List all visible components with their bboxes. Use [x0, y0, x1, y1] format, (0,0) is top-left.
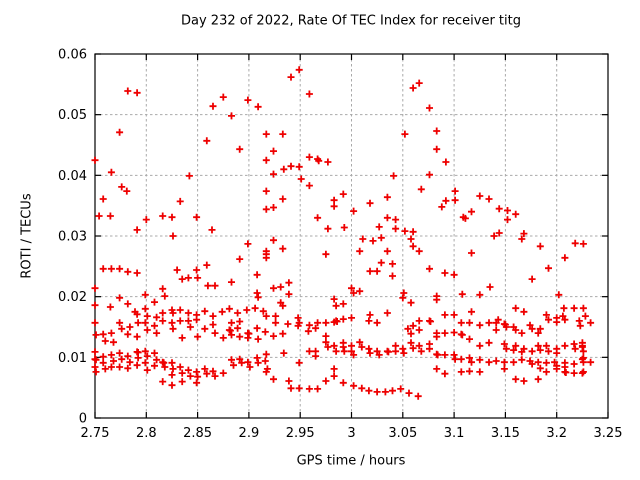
y-tick-labels: 0 0.01 0.02 0.03 0.04 0.05 0.06 — [58, 48, 87, 427]
y-tick-label: 0.06 — [58, 48, 87, 63]
y-tick-label: 0.04 — [58, 169, 87, 184]
x-tick-label: 2.9 — [239, 426, 260, 441]
y-axis-label: ROTI / TECUs — [19, 193, 35, 279]
chart-title: Day 232 of 2022, Rate Of TEC Index for r… — [181, 13, 521, 29]
x-tick-label: 3.25 — [594, 426, 623, 441]
x-tick-label: 2.8 — [136, 426, 157, 441]
tick-marks — [94, 53, 609, 419]
x-tick-label: 3.15 — [491, 426, 520, 441]
x-axis-label: GPS time / hours — [296, 453, 406, 469]
x-tick-label: 2.95 — [286, 426, 315, 441]
gridlines — [95, 54, 608, 418]
y-tick-label: 0.03 — [58, 230, 87, 245]
x-tick-label: 3 — [347, 426, 355, 441]
x-tick-label: 2.85 — [183, 426, 212, 441]
x-tick-label: 3.2 — [546, 426, 567, 441]
y-tick-label: 0.05 — [58, 108, 87, 123]
x-tick-label: 3.1 — [444, 426, 465, 441]
x-tick-labels: 2.75 2.8 2.85 2.9 2.95 3 3.05 3.1 3.15 3.2 3.25 — [81, 426, 623, 441]
y-tick-label: 0.01 — [58, 351, 87, 366]
y-tick-label: 0 — [79, 412, 87, 427]
y-tick-label: 0.02 — [58, 290, 87, 305]
x-tick-label: 2.75 — [81, 426, 110, 441]
data-points-series-roti — [91, 66, 595, 400]
x-tick-label: 3.05 — [388, 426, 417, 441]
